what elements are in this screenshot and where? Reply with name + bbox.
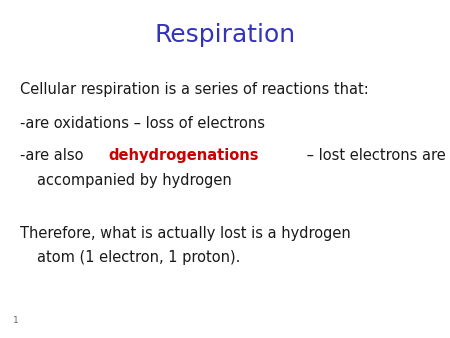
- Text: -are also: -are also: [20, 148, 88, 163]
- Text: dehydrogenations: dehydrogenations: [108, 148, 259, 163]
- Text: Respiration: Respiration: [154, 23, 296, 48]
- Text: Cellular respiration is a series of reactions that:: Cellular respiration is a series of reac…: [20, 82, 369, 97]
- Text: -are oxidations – loss of electrons: -are oxidations – loss of electrons: [20, 116, 265, 131]
- Text: Therefore, what is actually lost is a hydrogen: Therefore, what is actually lost is a hy…: [20, 226, 351, 241]
- Text: 1: 1: [13, 316, 18, 325]
- Text: accompanied by hydrogen: accompanied by hydrogen: [37, 173, 232, 188]
- Text: atom (1 electron, 1 proton).: atom (1 electron, 1 proton).: [37, 250, 240, 265]
- Text: – lost electrons are: – lost electrons are: [302, 148, 446, 163]
